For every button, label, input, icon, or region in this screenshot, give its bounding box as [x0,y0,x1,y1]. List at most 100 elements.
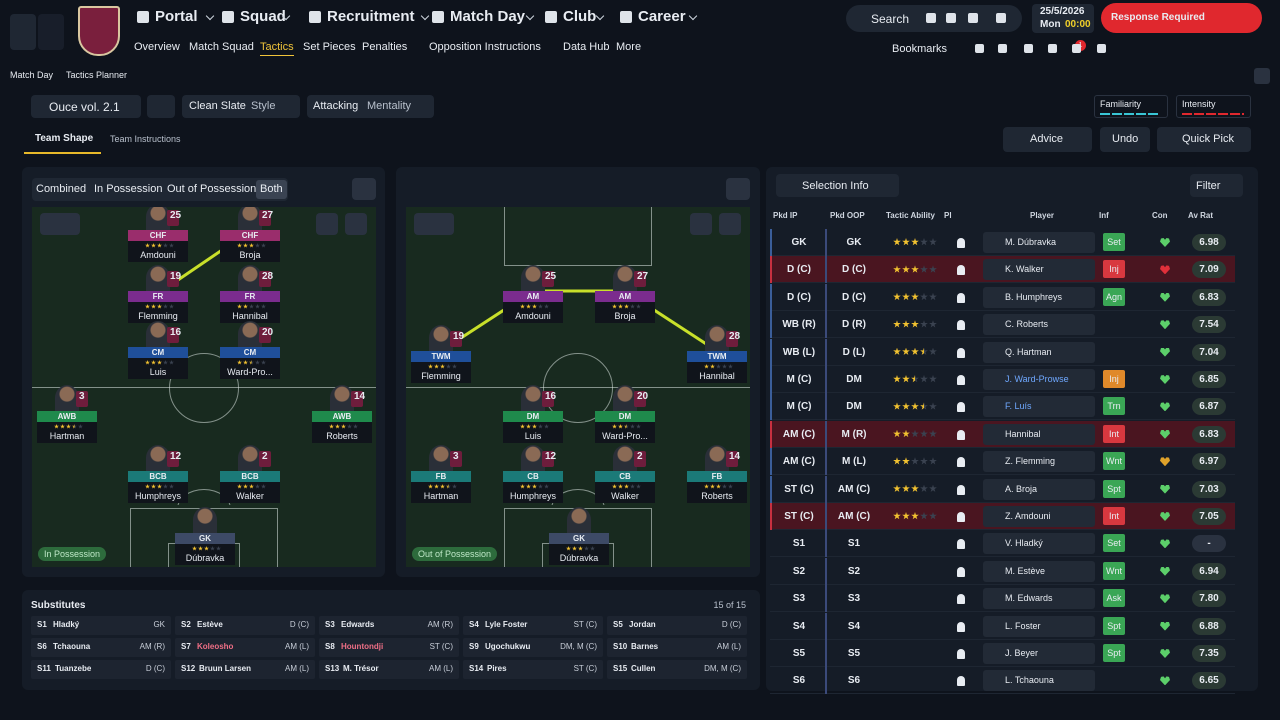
subnav-item[interactable]: More [616,41,642,53]
tab[interactable]: Team Shape [35,133,94,144]
subnav-item[interactable]: Tactics [260,41,294,53]
substitute[interactable]: S4 Lyle Foster ST (C) [463,616,603,635]
player-card[interactable]: 20 CM Ward-Pro... [219,321,281,379]
pitch-view-button[interactable] [414,213,454,235]
player-select[interactable]: V. Hladký [983,533,1095,555]
player-card[interactable]: 19 TWM Flemming [410,325,472,383]
player-card[interactable]: 3 AWB Hartman [36,385,98,443]
player-select[interactable]: K. Walker [983,259,1095,281]
player-select[interactable]: Hannibal [983,423,1095,445]
view-mode[interactable]: Combined [36,183,87,195]
selection-row[interactable]: ST (C) AM (C) Z. Amdouni Int 7.05 [770,503,1235,530]
nav-item[interactable]: Club [563,8,597,25]
player-card[interactable]: 16 DM Luis [502,385,564,443]
pitch-settings[interactable] [352,178,376,200]
pitch-tool[interactable] [719,213,741,235]
player-card[interactable]: 12 BCB Humphreys [127,445,189,503]
substitute[interactable]: S13 M. Trésor AM (L) [319,660,459,679]
substitute[interactable]: S9 Ugochukwu DM, M (C) [463,638,603,657]
subnav-item[interactable]: Overview [134,41,180,53]
player-select[interactable]: J. Beyer [983,643,1095,664]
substitute[interactable]: S11 Tuanzebe D (C) [31,660,171,679]
column-header[interactable]: Pkd IP [773,211,798,220]
selection-row[interactable]: S3 S3 M. Edwards Ask 7.80 [770,585,1235,613]
selection-row[interactable]: S6 S6 L. Tchaouna 6.65 [770,667,1235,695]
selection-row[interactable]: AM (C) M (L) Z. Flemming Wnt 6.97 [770,448,1235,476]
player-card[interactable]: 25 AM Amdouni [502,265,564,323]
filter-button[interactable]: Filter [1190,174,1243,197]
toolbar-icon[interactable] [1024,44,1033,53]
subnav-item[interactable]: Data Hub [563,41,610,53]
player-card[interactable]: 12 CB Humphreys [502,445,564,503]
pitch-tool[interactable] [690,213,712,235]
player-card[interactable]: 28 FR Hannibal [219,265,281,323]
quick-pick-button[interactable]: Quick Pick [1157,127,1251,152]
player-card[interactable]: 27 AM Broja [594,265,656,323]
player-card[interactable]: 3 FB Hartman [410,445,472,503]
player-select[interactable]: L. Foster [983,615,1095,637]
back-button[interactable] [10,14,36,50]
view-mode[interactable]: In Possession [94,183,163,195]
close-button[interactable] [1254,68,1270,84]
tab[interactable]: Team Instructions [110,134,181,144]
substitute[interactable]: S7 Koleosho AM (L) [175,638,315,657]
toolbar-icon[interactable] [968,13,978,23]
nav-item[interactable]: Career [638,8,686,25]
substitute[interactable]: S15 Cullen DM, M (C) [607,660,747,679]
add-tactic[interactable] [147,95,175,118]
player-select[interactable]: M. Dúbravka [983,232,1095,253]
player-card[interactable]: GK Dúbravka [548,507,610,565]
selection-row[interactable]: M (C) DM F. Luís Trn 6.87 [770,393,1235,421]
player-select[interactable]: L. Tchaouna [983,670,1095,692]
nav-item[interactable]: Recruitment [327,8,415,25]
selection-row[interactable]: WB (L) D (L) Q. Hartman 7.04 [770,338,1235,366]
toolbar-icon[interactable] [975,44,984,53]
selection-row[interactable]: D (C) D (C) B. Humphreys Agn 6.83 [770,283,1235,311]
selection-row[interactable]: ST (C) AM (C) A. Broja Spt 7.03 [770,475,1235,503]
column-header[interactable]: Av Rat [1188,211,1214,220]
player-card[interactable]: 14 AWB Roberts [311,385,373,443]
nav-item[interactable]: Match Day [450,8,526,25]
selection-row[interactable]: S4 S4 L. Foster Spt 6.88 [770,612,1235,640]
player-select[interactable]: M. Estève [983,560,1095,582]
mentality-select[interactable]: Attacking Mentality [307,95,434,118]
selection-row[interactable]: D (C) D (C) K. Walker Inj 7.09 [770,256,1235,284]
column-header[interactable]: Player [1030,211,1055,220]
style-select[interactable]: Clean Slate Style [182,95,300,118]
column-header[interactable]: Pkd OOP [830,211,865,220]
subnav-item[interactable]: Match Squad [189,41,254,53]
advice-button[interactable]: Advice [1003,127,1092,152]
player-card[interactable]: 2 CB Walker [594,445,656,503]
pitch-settings[interactable] [726,178,750,200]
substitute[interactable]: S6 Tchaouna AM (R) [31,638,171,657]
player-select[interactable]: C. Roberts [983,314,1095,336]
toolbar-icon[interactable] [1097,44,1106,53]
nav-item[interactable]: Portal [155,8,198,25]
subnav-item[interactable]: Set Pieces [303,41,356,53]
selection-row[interactable]: S1 S1 V. Hladký Set - [770,530,1235,558]
forward-button[interactable] [38,14,64,50]
toolbar-icon[interactable] [998,44,1007,53]
player-select[interactable]: B. Humphreys [983,286,1095,308]
player-card[interactable]: 19 FR Flemming [127,265,189,323]
selection-row[interactable]: WB (R) D (R) C. Roberts 7.54 [770,311,1235,339]
toolbar-icon[interactable] [946,13,956,23]
column-header[interactable]: Tactic Ability [886,211,935,220]
undo-button[interactable]: Undo [1100,127,1150,152]
bookmarks[interactable]: Bookmarks [892,43,948,55]
player-select[interactable]: Q. Hartman [983,341,1095,363]
player-card[interactable]: 20 DM Ward-Pro... [594,385,656,443]
selection-row[interactable]: AM (C) M (R) Hannibal Int 6.83 [770,420,1235,448]
toolbar-icon[interactable] [1072,44,1081,53]
column-header[interactable]: Pl [944,211,952,220]
player-card[interactable]: 25 CHF Amdouni [127,207,189,262]
column-header[interactable]: Inf [1099,211,1109,220]
substitute[interactable]: S8 Hountondji ST (C) [319,638,459,657]
view-mode[interactable]: Both [260,183,283,195]
pitch-view-button[interactable] [40,213,80,235]
player-card[interactable]: 2 BCB Walker [219,445,281,503]
player-card[interactable]: 16 CM Luis [127,321,189,379]
player-select[interactable]: M. Edwards [983,588,1095,610]
subnav-item[interactable]: Penalties [362,41,408,53]
toolbar-icon[interactable] [926,13,936,23]
